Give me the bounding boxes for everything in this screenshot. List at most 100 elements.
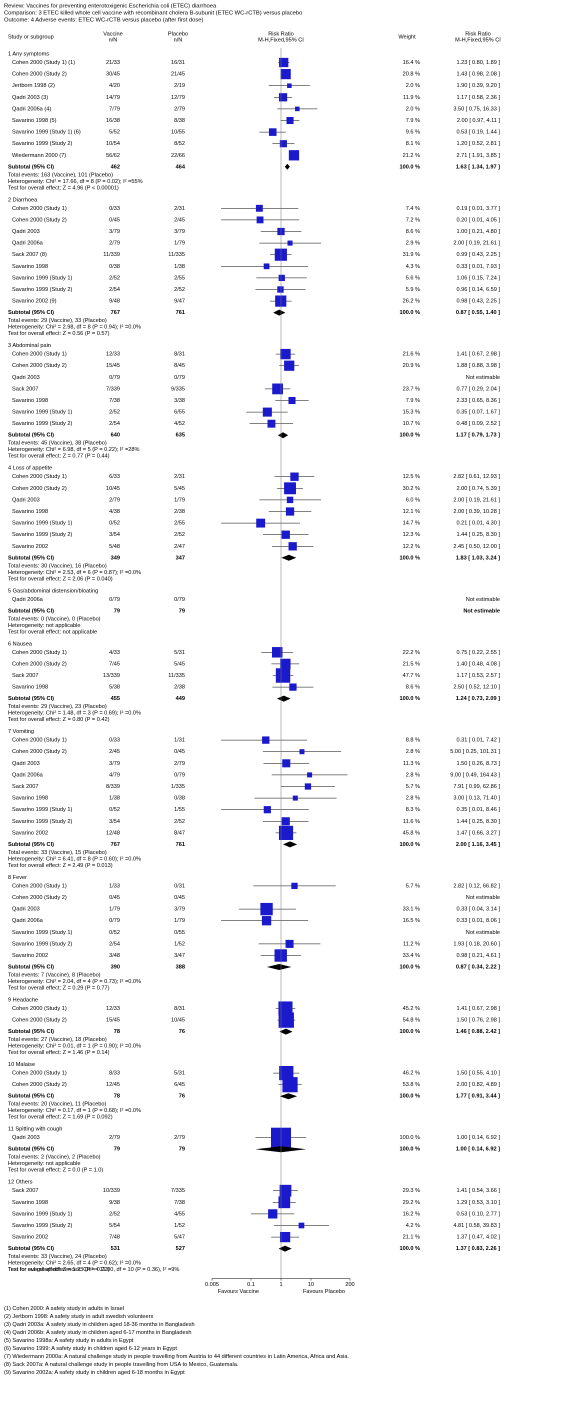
study-square	[307, 772, 313, 778]
study-name: Sack 2007	[12, 673, 38, 679]
weight: 29.3 %	[403, 1188, 420, 1194]
group-note: Test for overall effect: Z = 2.49 (P = 0…	[8, 863, 113, 869]
column-header: Vaccine	[103, 31, 123, 37]
risk-ratio: 1.00 [ 0.21, 4.80 ]	[456, 229, 500, 235]
study-name: Savarino 1999 (Study 2)	[12, 141, 72, 147]
subtotal-diamond	[273, 309, 286, 316]
subtotal-label: Subtotal (95% CI)	[8, 164, 54, 170]
study-name: Savarino 2002	[12, 1235, 48, 1241]
study-name: Cohen 2000 (Study 1)	[12, 738, 67, 744]
subtotal-risk-ratio: 1.24 [ 0.73, 2.09 ]	[456, 696, 500, 702]
weight: 8.3 %	[406, 807, 420, 813]
subtotal-vaccine: 455	[111, 696, 120, 702]
risk-ratio: 0.35 [ 0.07, 1.67 ]	[456, 410, 500, 416]
risk-ratio: 2.00 [ 0.82, 4.89 ]	[456, 1082, 500, 1088]
weight: 12.3 %	[403, 532, 420, 538]
placebo-events: 0/45	[174, 749, 185, 755]
vaccine-events: 0/79	[109, 597, 120, 603]
risk-ratio: 2.00 [ 0.97, 4.11 ]	[457, 118, 501, 124]
risk-ratio: 1.17 [ 0.58, 2.36 ]	[456, 95, 500, 101]
vaccine-events: 3/79	[109, 229, 120, 235]
risk-ratio: 1.23 [ 0.80, 1.89 ]	[456, 60, 500, 66]
subtotal-placebo: 761	[176, 310, 185, 316]
group-note: Test for overall effect: Z = 0.56 (P = 0…	[8, 331, 110, 337]
group-note: Heterogeneity: Chi² = 2.04, df = 4 (P = …	[8, 979, 141, 985]
placebo-events: 2/31	[174, 206, 185, 212]
placebo-events: 1/52	[174, 1223, 185, 1229]
placebo-events: 7/38	[174, 1200, 185, 1206]
risk-ratio: 1.41 [ 0.54, 3.66 ]	[456, 1188, 500, 1194]
vaccine-events: 8/33	[109, 1071, 120, 1077]
subtotal-weight: 100.0 %	[399, 1147, 420, 1153]
weight: 29.2 %	[403, 1200, 420, 1206]
subtotal-placebo: 635	[176, 433, 185, 439]
column-header: Risk Ratio	[268, 31, 294, 37]
group-note: Total events: 29 (Vaccine), 23 (Placebo)	[8, 704, 107, 710]
risk-ratio: 2.71 [ 1.91, 3.85 ]	[456, 153, 500, 159]
group-title: 11 Spitting with cough	[8, 1127, 62, 1133]
risk-ratio: 7.91 [ 0.99, 62.86 ]	[453, 784, 500, 790]
group-note: Heterogeneity: Chi² = 2.98, df = 8 (P = …	[8, 325, 141, 331]
weight: 26.2 %	[403, 299, 420, 305]
subtotal-placebo: 347	[176, 555, 185, 561]
vaccine-events: 0/45	[109, 895, 120, 901]
subtotal-placebo: 79	[179, 608, 185, 614]
risk-ratio: 0.35 [ 0.01, 8.46 ]	[456, 807, 500, 813]
study-square	[255, 204, 263, 212]
vaccine-events: 2/52	[109, 275, 120, 281]
study-square	[277, 286, 284, 293]
subtotal-placebo: 79	[179, 1147, 185, 1153]
vaccine-events: 10/54	[106, 141, 120, 147]
subtotal-diamond	[276, 695, 291, 702]
weight: 54.8 %	[403, 1018, 420, 1024]
weight: 14.7 %	[403, 521, 420, 527]
vaccine-events: 9/48	[109, 299, 120, 305]
study-name: Sack 2007	[12, 784, 38, 790]
study-name: Cohen 2000 (Study 1)	[12, 1071, 67, 1077]
weight: 9.6 %	[406, 130, 420, 136]
placebo-events: 3/38	[174, 398, 185, 404]
subtotal-label: Subtotal (95% CI)	[8, 696, 54, 702]
placebo-events: 4/52	[174, 421, 185, 427]
study-name: Savarino 1999 (Study 1) (6)	[12, 130, 81, 136]
study-name: Cohen 2000 (Study 1) (1)	[12, 60, 75, 66]
group-note: Heterogeneity: Chi² = 0.01, df = 1 (P = …	[8, 1044, 141, 1050]
study-square	[278, 1196, 291, 1209]
weight: 21.6 %	[403, 352, 420, 358]
risk-ratio: 0.77 [ 0.29, 2.04 ]	[456, 386, 500, 392]
placebo-events: 8/38	[174, 118, 185, 124]
study-square	[281, 817, 290, 826]
subtotal-vaccine: 78	[114, 1029, 120, 1035]
group-note: Heterogeneity: Chi² = 2.53, df = 6 (P = …	[8, 570, 141, 576]
study-square	[280, 348, 291, 360]
risk-ratio: 1.90 [ 0.39, 9.20 ]	[456, 83, 500, 89]
subtotal-vaccine: 78	[114, 1094, 120, 1100]
placebo-events: 1/79	[174, 918, 185, 924]
vaccine-events: 12/45	[106, 1082, 120, 1088]
placebo-events: 7/335	[171, 1188, 185, 1194]
study-square	[261, 916, 272, 926]
placebo-events: 12/79	[171, 95, 185, 101]
study-name: Savarino 2002	[12, 544, 48, 550]
placebo-events: 0/79	[174, 597, 185, 603]
weight: 33.4 %	[403, 953, 420, 959]
subtotal-weight: 100.0 %	[399, 555, 420, 561]
subtotal-diamond	[284, 163, 290, 170]
risk-ratio: 1.50 [ 0.26, 8.73 ]	[456, 761, 500, 767]
subtotal-vaccine: 767	[111, 842, 120, 848]
subtotal-weight: 100.0 %	[399, 310, 420, 316]
subgroup-test: Test for subgroup differences: Chi² = 11…	[8, 1267, 179, 1273]
weight: 7.9 %	[406, 118, 420, 124]
group-note: Total events: 29 (Vaccine), 33 (Placebo)	[8, 318, 107, 324]
subtotal-risk-ratio: 1.00 [ 0.14, 6.92 ]	[456, 1147, 500, 1153]
study-name: Savarino 1999 (Study 2)	[12, 819, 72, 825]
study-name: Qadri 2006a	[12, 772, 44, 778]
weight: 5.7 %	[406, 883, 420, 889]
study-square	[288, 150, 300, 161]
study-name: Sack 2007	[12, 386, 38, 392]
risk-ratio: 2.45 [ 0.50, 12.00 ]	[453, 544, 500, 550]
vaccine-events: 13/339	[103, 673, 120, 679]
risk-ratio: 1.50 [ 0.55, 4.10 ]	[456, 1071, 500, 1077]
group-note: Heterogeneity: Chi² = 0.17, df = 1 (P = …	[8, 1108, 141, 1114]
study-name: Savarino 1998	[12, 1200, 48, 1206]
